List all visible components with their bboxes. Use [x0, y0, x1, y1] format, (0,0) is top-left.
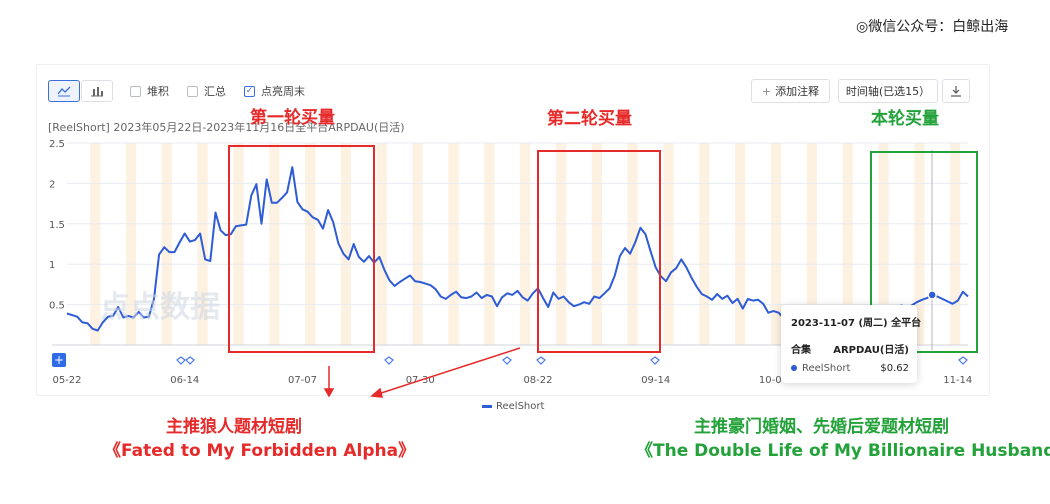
- weekend-band: [161, 143, 172, 345]
- stack-label: 堆积: [147, 85, 169, 98]
- tooltip-series: ReelShort: [802, 363, 851, 374]
- arpdau-line-chart: 0.511.522.5 05-2206-1407-0707-3008-2209-…: [49, 139, 978, 398]
- weekend-label: 点亮周末: [261, 85, 305, 98]
- hover-point: [927, 290, 937, 300]
- legend-label: ReelShort: [496, 401, 545, 412]
- annotation-marker: [384, 356, 394, 365]
- diandian-logo: 点点数据: [100, 290, 220, 325]
- annotation-marker: [502, 356, 512, 365]
- chart-panel: [36, 64, 990, 396]
- annotation-marker: [650, 356, 660, 365]
- line-chart-icon: [57, 86, 71, 97]
- timeline-label: 时间轴(已选15）: [845, 85, 931, 98]
- timeline-button[interactable]: 时间轴(已选15）: [838, 79, 938, 103]
- weekend-band: [950, 143, 961, 345]
- annotation-marker: [536, 356, 546, 365]
- data-tooltip: 2023-11-07 (周二) 全平台 合集 ARPDAU(日活) ReelSh…: [781, 305, 921, 383]
- legend-swatch: [482, 405, 492, 408]
- weekend-band: [269, 143, 280, 345]
- arrow-down: [323, 366, 335, 398]
- weekend-band: [591, 143, 602, 345]
- right-note-line2: 《The Double Life of My Billionaire Husba…: [636, 441, 1050, 461]
- watermark: ◎微信公众号：白鲸出海: [856, 19, 1009, 35]
- weekend-band: [770, 143, 782, 345]
- x-tick-label: 09-14: [641, 375, 670, 386]
- x-tick-label: 05-22: [52, 375, 81, 386]
- annotation-marker: [185, 356, 195, 365]
- arrow-diagonal: [370, 347, 521, 398]
- weekend-band: [376, 143, 387, 345]
- checkbox-icon: [130, 85, 141, 97]
- weekend-band: [663, 143, 674, 345]
- weekend-band: [735, 143, 746, 345]
- add-note-button[interactable]: + 添加注释: [751, 79, 830, 103]
- add-annotation-button[interactable]: +: [52, 353, 66, 367]
- weekend-band: [914, 143, 925, 345]
- weekend-band: [305, 143, 316, 345]
- phase2-box: [537, 150, 661, 353]
- stack-checkbox[interactable]: 堆积: [130, 83, 169, 99]
- tooltip-col1: 合集: [791, 345, 811, 356]
- total-label: 汇总: [204, 85, 226, 98]
- weekend-band: [878, 143, 889, 345]
- tooltip-col2: ARPDAU(日活): [833, 345, 909, 356]
- grid-lines: [52, 142, 968, 346]
- weekend-band: [520, 143, 531, 345]
- add-note-label: 添加注释: [775, 85, 820, 98]
- weekend-band: [340, 143, 352, 345]
- tooltip-value: $0.62: [880, 363, 909, 374]
- phase1-box: [228, 145, 375, 353]
- y-tick-label: 2.5: [49, 139, 65, 150]
- chart-legend[interactable]: ReelShort: [482, 401, 544, 412]
- checkbox-icon: [187, 85, 198, 97]
- weekend-band: [555, 143, 567, 345]
- right-note-line1: 主推豪门婚姻、先婚后爱题材短剧: [694, 417, 949, 437]
- y-axis-ticks: 0.5 1 1.5 2 2.5: [49, 139, 65, 312]
- annotation-marker: [958, 356, 968, 365]
- x-tick-label: 06-14: [170, 375, 199, 386]
- weekend-band: [233, 143, 244, 345]
- x-tick-label: 11-14: [943, 375, 972, 386]
- download-button[interactable]: [942, 79, 970, 103]
- weekend-band: [90, 143, 101, 345]
- phase3-box: [870, 151, 978, 353]
- weekend-band: [484, 143, 495, 345]
- left-note-line2: 《Fated to My Forbidden Alpha》: [104, 441, 416, 461]
- x-tick-label: 10-07: [759, 375, 788, 386]
- total-checkbox[interactable]: 汇总: [187, 83, 226, 99]
- y-tick-label: 1: [49, 260, 55, 271]
- weekend-band: [806, 143, 817, 345]
- line-chart-button[interactable]: [48, 80, 80, 102]
- series-dot-icon: [791, 365, 797, 371]
- chart-subtitle: [ReelShort] 2023年05月22日-2023年11月16日全平台AR…: [48, 121, 405, 134]
- weekend-band: [699, 143, 710, 345]
- tooltip-date: 2023-11-07 (周二) 全平台: [791, 318, 922, 329]
- weekend-band: [125, 143, 137, 345]
- y-tick-label: 2: [49, 179, 55, 190]
- left-note-line1: 主推狼人题材短剧: [166, 417, 302, 437]
- weekend-band: [448, 143, 459, 345]
- phase2-label: 第二轮买量: [547, 109, 632, 129]
- y-tick-label: 0.5: [49, 301, 65, 312]
- checkmark-icon: ✓: [244, 85, 255, 97]
- bar-chart-icon: [91, 87, 103, 97]
- weekend-checkbox[interactable]: ✓ 点亮周末: [244, 83, 305, 99]
- phase3-label: 本轮买量: [871, 109, 939, 129]
- bar-chart-button[interactable]: [81, 80, 113, 102]
- weekend-band: [842, 143, 853, 345]
- weekend-band: [627, 143, 638, 345]
- annotation-marker: [176, 356, 186, 365]
- plus-icon: +: [761, 84, 772, 98]
- x-tick-label: 08-22: [523, 375, 552, 386]
- phase1-label: 第一轮买量: [250, 108, 335, 128]
- download-icon: [951, 86, 961, 97]
- x-tick-label: 07-07: [288, 375, 317, 386]
- annotation-markers: [176, 356, 968, 365]
- weekend-band: [412, 143, 423, 345]
- y-tick-label: 1.5: [49, 220, 65, 231]
